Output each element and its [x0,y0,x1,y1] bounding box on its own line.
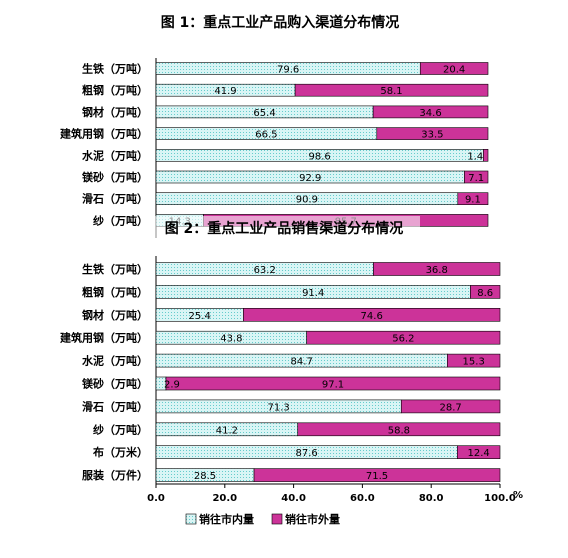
chart-2-value-inner: 63.2 [254,265,276,276]
chart-1-value-inner: 65.4 [253,108,275,119]
chart-2-bar-outer [457,445,501,460]
chart-2-bar-outer [253,468,501,482]
chart-1-bar-outer [294,83,489,97]
chart-2-category-label: 纱（万吨） [93,422,148,436]
chart-2-value-outer: 28.7 [440,402,462,413]
chart-2-x-tick-label: 60.0 [350,493,375,504]
chart-1-value-inner: 98.6 [309,151,331,162]
legend-swatch-outer [271,513,283,525]
chart-1-category-label: 水泥（万吨） [82,148,148,162]
chart-1-value-outer: 9.1 [465,195,481,206]
chart-2-legend: 销往市内量 销往市外量 [185,512,340,526]
chart-2-x-tick-label: 40.0 [281,493,306,504]
chart-2-category-label: 服装（万件） [82,468,148,482]
chart-2-bar-outer [306,330,501,345]
chart-1-value-outer: 58.1 [380,86,402,97]
chart-2-x-tick-label: 100.0 [484,493,516,504]
chart-2-value-inner: 87.6 [296,448,318,459]
chart-2-category-label: 钢材（万吨） [82,308,148,322]
chart-1-bar-outer [376,127,489,140]
chart-1-value-outer: 20.4 [443,65,465,76]
chart-2-category-label: 镁砂（万吨） [82,377,148,391]
chart-2-category-label: 滑石（万吨） [82,399,148,413]
chart-1-value-inner: 92.9 [299,173,321,184]
chart-2-bar-outer [243,307,501,322]
chart-2-value-outer: 97.1 [322,380,344,391]
chart-2-x-unit: % [513,490,523,501]
chart-2-x-tick-label: 80.0 [419,493,444,504]
chart-1-value-outer: 7.1 [468,173,484,184]
chart-2-value-outer: 58.8 [388,425,410,436]
chart-1-value-inner: 41.9 [214,86,236,97]
chart-2-value-outer: 56.2 [392,334,414,345]
chart-2-category-label: 生铁（万吨） [82,262,148,276]
chart-2-category-label: 布（万米） [93,445,148,459]
chart-1-value-outer: 1.4 [467,151,483,162]
chart-2-value-inner: 28.5 [194,471,216,482]
chart-2: 图 2：重点工业产品销售渠道分布情况 0.0 20.0 40.0 60.0 80.0 100… [60,216,523,526]
chart-1-category-label: 粗钢（万吨） [82,83,148,97]
chart-1-bar-outer [419,62,489,75]
chart-1-value-inner: 66.5 [255,130,277,141]
chart-2-value-inner: 84.7 [291,357,313,368]
chart-2-x-tick-label: 20.0 [212,493,237,504]
chart-1-bar-outer [372,105,489,119]
chart-2-value-inner: 91.4 [302,288,324,299]
chart-1-category-label: 生铁（万吨） [82,62,148,76]
chart-2-value-outer: 12.4 [468,448,490,459]
chart-2-value-outer: 36.8 [426,265,448,276]
legend-label-outer: 销往市外量 [285,512,340,526]
chart-2-value-outer: 71.5 [366,471,388,482]
chart-2-bar-outer [373,262,501,276]
chart-2-title: 图 2：重点工业产品销售渠道分布情况 [165,220,404,237]
chart-2-bar-outer [470,285,501,299]
chart-1-category-label: 纱（万吨） [93,213,148,227]
chart-2-value-inner: 25.4 [189,311,211,322]
chart-1-value-inner: 79.6 [277,65,299,76]
chart-1-value-inner: 90.9 [296,195,318,206]
chart-1-category-label: 镁砂（万吨） [82,170,148,184]
chart-2-bar-outer [447,353,501,368]
chart-1-value-outer: 33.5 [421,130,443,141]
chart-2-value-inner: 43.8 [220,334,242,345]
chart-1-title: 图 1：重点工业产品购入渠道分布情况 [161,14,400,31]
chart-1-bar-outer [457,192,489,205]
chart-2-value-inner: 2.9 [164,380,180,391]
chart-2-title-bg [148,216,420,238]
chart-2-bar-outer [165,376,501,391]
chart-2-value-outer: 8.6 [477,288,493,299]
chart-2-value-outer: 74.6 [361,311,383,322]
chart-2-value-outer: 15.3 [463,357,485,368]
chart-1-category-label: 钢材（万吨） [82,105,148,119]
chart-2-bar-outer [400,399,501,414]
chart-1-category-label: 建筑用钢（万吨） [60,127,148,141]
chart-1-bar-outer [483,149,489,162]
chart-1-value-outer: 34.6 [419,108,441,119]
chart-1-occlusion [0,238,568,250]
chart-1-category-label: 滑石（万吨） [82,192,148,206]
chart-2-category-label: 粗钢（万吨） [82,285,148,299]
chart-2-category-label: 建筑用钢（万吨） [60,331,148,345]
chart-1-bar-outer [464,170,489,184]
chart-2-x-tick-label: 0.0 [147,493,165,504]
chart-2-bar-outer [297,422,501,437]
chart-2-value-inner: 71.3 [268,402,290,413]
legend-swatch-inner [185,513,197,525]
chart-2-category-label: 水泥（万吨） [82,354,148,368]
chart-2-value-inner: 41.2 [216,425,238,436]
legend-label-inner: 销往市内量 [199,512,254,526]
